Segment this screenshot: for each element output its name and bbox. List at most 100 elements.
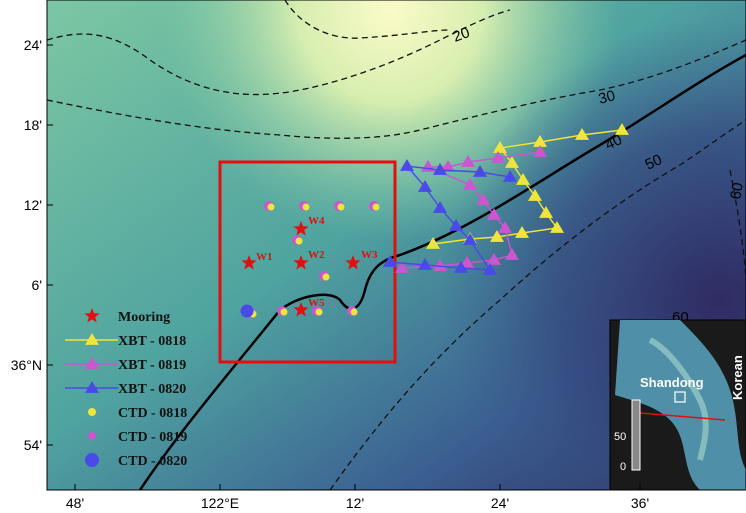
triangle-marker [418, 258, 432, 270]
axis-ticks: 24' 18' 12' 6' 36°N 54' 48' 122°E 12' 24' 36' [11, 37, 649, 511]
triangle-marker [487, 208, 501, 220]
contour-label: 20 [451, 24, 472, 46]
xbt-track [389, 165, 511, 271]
triangle-marker [539, 206, 553, 218]
inset-sea [615, 320, 746, 490]
ctd-0818 [267, 203, 275, 211]
contour-20 [47, 9, 511, 96]
inset-shelf [648, 337, 709, 461]
triangle-marker [463, 178, 477, 190]
triangle-marker [515, 226, 529, 238]
triangle-marker [454, 261, 468, 273]
triangle-marker [433, 163, 447, 175]
map-border [46, 0, 746, 491]
x-tick-label: 48' [66, 495, 84, 511]
triangle-marker [490, 230, 504, 242]
y-tick-label: 18' [24, 117, 42, 133]
triangle-marker [461, 155, 475, 167]
colorbar-label: 50 [614, 431, 626, 443]
contour-30 [47, 39, 746, 139]
ctd-0818 [280, 308, 288, 316]
ctd-0818 [302, 203, 310, 211]
ctd-0818 [315, 308, 323, 316]
map-area: 20 30 40 50 60 60 W1 W2 W3 W4 W5 Mooring… [47, 0, 746, 490]
legend-label: Mooring [118, 310, 170, 325]
triangle-marker [85, 381, 99, 393]
triangle-marker [615, 123, 629, 135]
contour-label: 30 [597, 87, 618, 108]
legend-dot [85, 453, 99, 467]
triangle-marker [498, 221, 512, 233]
mooring-star [345, 255, 361, 270]
triangle-marker [516, 173, 530, 185]
inset-map: 50 0 Shandong Korean [609, 319, 746, 490]
triangle-marker [550, 221, 564, 233]
triangle-marker [400, 159, 414, 171]
contour-label: 40 [603, 131, 625, 153]
triangle-marker [533, 135, 547, 147]
legend-label: CTD - 0820 [118, 454, 187, 469]
colorbar-label: 0 [620, 461, 626, 473]
ctd-0818 [350, 308, 358, 316]
legend-dot [88, 408, 96, 416]
legend: Mooring XBT - 0818 XBT - 0819 XBT - 0820 CTD… [65, 308, 187, 469]
triangle-marker [575, 128, 589, 140]
triangle-marker [483, 263, 497, 275]
triangle-marker [505, 248, 519, 260]
x-tick-label: 12' [346, 495, 364, 511]
mooring-star [293, 221, 309, 236]
station-label: W1 [256, 251, 273, 263]
triangle-marker [85, 333, 99, 345]
x-tick-label: 24' [491, 495, 509, 511]
legend-label: CTD - 0819 [118, 430, 187, 445]
station-label: W4 [308, 215, 325, 227]
y-tick-label: 12' [24, 197, 42, 213]
inset-colorbar [631, 399, 641, 471]
triangle-marker [528, 189, 542, 201]
triangle-marker [426, 237, 440, 249]
legend-label: XBT - 0820 [118, 382, 186, 397]
triangle-marker [503, 170, 517, 182]
x-tick-label: 36' [631, 495, 649, 511]
ctd-0818 [295, 237, 303, 245]
triangle-marker [449, 219, 463, 231]
inset-section [639, 412, 726, 421]
legend-label: XBT - 0818 [118, 334, 186, 349]
triangle-marker [493, 141, 507, 153]
ctd-0818 [322, 273, 330, 281]
mooring-star [241, 255, 257, 270]
contour-label: 60 [727, 181, 746, 200]
triangle-marker [383, 255, 397, 267]
triangle-marker [505, 156, 519, 168]
contour-40 [138, 53, 746, 490]
tracks [240, 123, 629, 318]
station-label: W2 [308, 249, 325, 261]
station-label: W3 [361, 249, 378, 261]
triangle-marker [395, 261, 409, 273]
station-label: W5 [308, 297, 325, 309]
triangle-marker [463, 233, 477, 245]
mooring-star [293, 255, 309, 270]
inset-label: Shandong [640, 375, 704, 390]
x-tick-label: 122°E [201, 495, 239, 511]
triangle-marker [433, 201, 447, 213]
triangle-marker [487, 253, 501, 265]
triangle-marker [491, 151, 505, 163]
inset-label: Korean [730, 355, 745, 400]
triangle-marker [85, 357, 99, 369]
mooring-star [293, 302, 309, 317]
y-tick-label: 54' [24, 437, 42, 453]
y-tick-label: 24' [24, 37, 42, 53]
ctd-0820 [240, 304, 254, 318]
y-tick-label: 6' [32, 277, 42, 293]
legend-label: XBT - 0819 [118, 358, 186, 373]
triangle-marker [441, 160, 455, 172]
legend-label: CTD - 0818 [118, 406, 187, 421]
mooring-star [84, 308, 100, 323]
y-tick-label: 36°N [11, 357, 42, 373]
triangle-marker [533, 145, 547, 157]
legend-dot [88, 432, 96, 440]
ctd-0818 [372, 203, 380, 211]
contour-label: 50 [643, 151, 665, 173]
ctd-0818 [337, 203, 345, 211]
